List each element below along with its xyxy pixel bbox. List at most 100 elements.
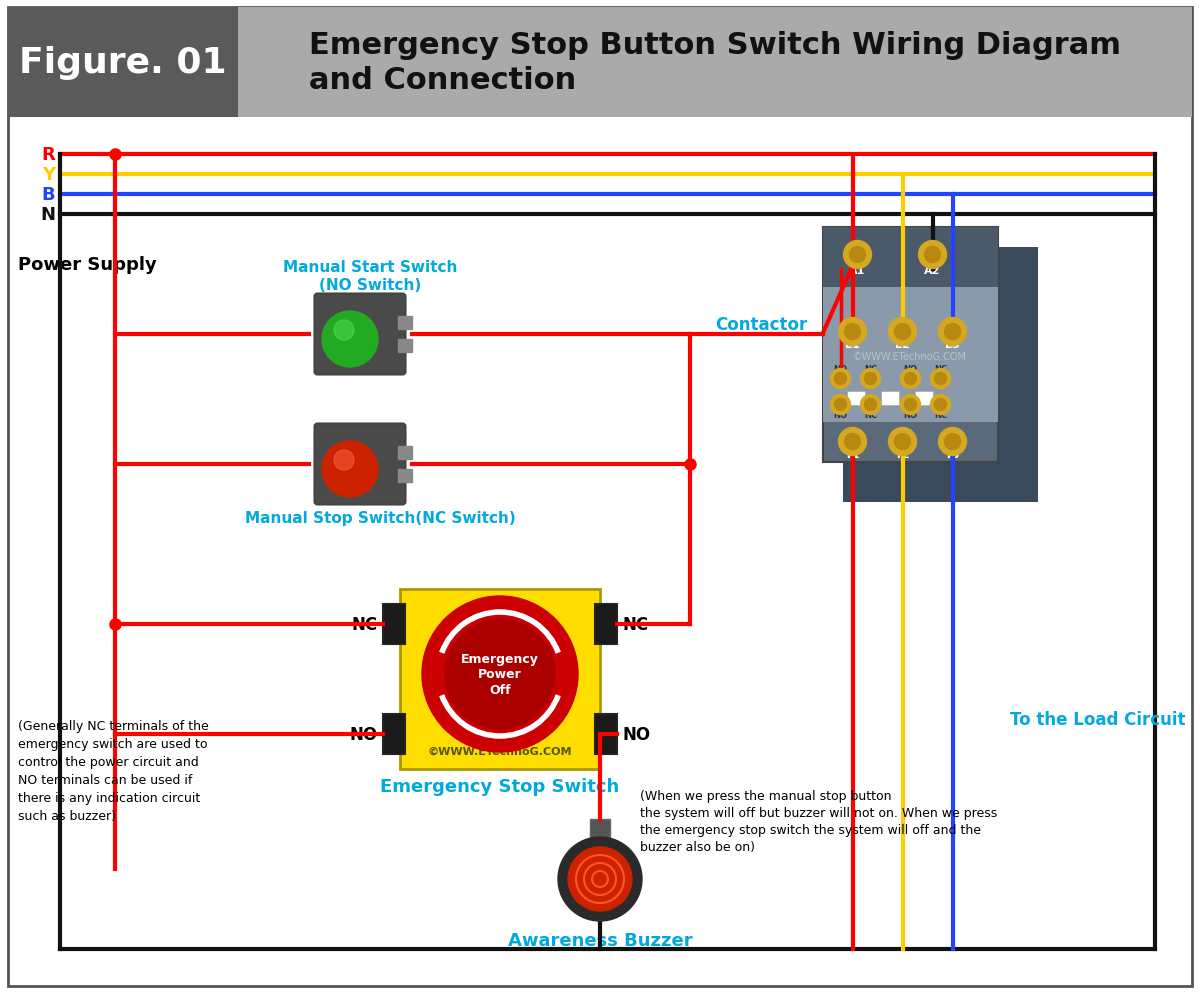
Circle shape — [918, 242, 947, 269]
Circle shape — [905, 373, 917, 385]
FancyBboxPatch shape — [914, 391, 932, 406]
FancyBboxPatch shape — [590, 819, 610, 837]
Circle shape — [905, 400, 917, 412]
Text: B: B — [41, 186, 55, 204]
Circle shape — [864, 400, 876, 412]
FancyBboxPatch shape — [822, 287, 997, 367]
Circle shape — [944, 434, 960, 450]
Circle shape — [844, 242, 871, 269]
Circle shape — [860, 369, 881, 389]
Circle shape — [558, 837, 642, 921]
FancyBboxPatch shape — [8, 8, 238, 118]
Circle shape — [938, 428, 966, 456]
Text: NO: NO — [834, 411, 847, 419]
Text: NC: NC — [622, 615, 648, 633]
FancyBboxPatch shape — [881, 391, 899, 406]
Circle shape — [830, 395, 851, 415]
FancyBboxPatch shape — [822, 367, 997, 422]
FancyBboxPatch shape — [314, 424, 406, 505]
Text: (Generally NC terminals of the
emergency switch are used to
control the power ci: (Generally NC terminals of the emergency… — [18, 720, 209, 822]
Circle shape — [334, 450, 354, 470]
FancyBboxPatch shape — [397, 317, 412, 330]
Text: Y: Y — [42, 166, 55, 184]
Circle shape — [845, 324, 860, 340]
Text: A1: A1 — [850, 265, 865, 275]
Text: NO: NO — [904, 411, 918, 419]
Circle shape — [860, 395, 881, 415]
FancyBboxPatch shape — [314, 294, 406, 375]
Text: NC: NC — [934, 365, 947, 374]
Text: Emergency Stop Switch: Emergency Stop Switch — [380, 777, 619, 795]
Text: L3: L3 — [946, 340, 960, 350]
Circle shape — [839, 428, 866, 456]
Circle shape — [900, 369, 920, 389]
FancyBboxPatch shape — [397, 340, 412, 353]
Text: NO: NO — [834, 365, 847, 374]
FancyBboxPatch shape — [842, 248, 1038, 502]
Circle shape — [944, 324, 960, 340]
Circle shape — [930, 369, 950, 389]
Text: NO: NO — [622, 726, 650, 744]
FancyBboxPatch shape — [8, 8, 1192, 986]
Text: L1: L1 — [845, 340, 860, 350]
FancyBboxPatch shape — [383, 715, 406, 754]
Text: NO: NO — [350, 726, 378, 744]
Text: L2: L2 — [895, 340, 910, 350]
Circle shape — [445, 619, 554, 730]
Text: T3: T3 — [944, 450, 960, 460]
Circle shape — [322, 312, 378, 368]
Text: T2: T2 — [895, 450, 911, 460]
Circle shape — [830, 369, 851, 389]
Text: To the Load Circuit: To the Load Circuit — [1010, 711, 1186, 729]
Circle shape — [935, 400, 947, 412]
Text: NC: NC — [864, 411, 877, 419]
Text: Power Supply: Power Supply — [18, 255, 157, 273]
Text: Emergency
Power
Off: Emergency Power Off — [461, 653, 539, 696]
Text: NC: NC — [352, 615, 378, 633]
FancyBboxPatch shape — [397, 446, 412, 459]
Text: ©WWW.ETechnoG.COM: ©WWW.ETechnoG.COM — [853, 352, 967, 362]
FancyBboxPatch shape — [397, 469, 412, 482]
FancyBboxPatch shape — [822, 228, 997, 287]
FancyBboxPatch shape — [238, 8, 1192, 118]
Circle shape — [422, 596, 578, 752]
Circle shape — [864, 373, 876, 385]
Text: T1: T1 — [845, 450, 860, 460]
Text: Figure. 01: Figure. 01 — [19, 46, 227, 80]
Text: A2: A2 — [924, 265, 941, 275]
Circle shape — [839, 318, 866, 346]
Text: NC: NC — [864, 365, 877, 374]
FancyBboxPatch shape — [846, 391, 864, 406]
Text: NO: NO — [904, 365, 918, 374]
FancyBboxPatch shape — [383, 604, 406, 644]
Circle shape — [894, 324, 911, 340]
Circle shape — [850, 248, 865, 263]
Circle shape — [888, 318, 917, 346]
Circle shape — [894, 434, 911, 450]
Circle shape — [938, 318, 966, 346]
Circle shape — [900, 395, 920, 415]
Circle shape — [334, 321, 354, 341]
Text: NC: NC — [934, 411, 947, 419]
Text: Awareness Buzzer: Awareness Buzzer — [508, 931, 692, 949]
Circle shape — [568, 847, 632, 911]
Circle shape — [924, 248, 941, 263]
Text: Manual Start Switch
(NO Switch): Manual Start Switch (NO Switch) — [283, 259, 457, 292]
Text: Emergency Stop Button Switch Wiring Diagram
and Connection: Emergency Stop Button Switch Wiring Diag… — [310, 31, 1121, 95]
Circle shape — [930, 395, 950, 415]
FancyBboxPatch shape — [595, 715, 617, 754]
Text: R: R — [41, 146, 55, 164]
Circle shape — [322, 441, 378, 498]
Circle shape — [935, 373, 947, 385]
FancyBboxPatch shape — [822, 228, 997, 462]
Circle shape — [834, 400, 846, 412]
Text: Contactor: Contactor — [715, 316, 808, 334]
Circle shape — [845, 434, 860, 450]
Text: (When we press the manual stop button
the system will off but buzzer will not on: (When we press the manual stop button th… — [640, 789, 997, 853]
Circle shape — [888, 428, 917, 456]
Text: ©WWW.ETechnoG.COM: ©WWW.ETechnoG.COM — [427, 746, 572, 756]
FancyBboxPatch shape — [595, 604, 617, 644]
Text: Manual Stop Switch(NC Switch): Manual Stop Switch(NC Switch) — [245, 510, 515, 525]
FancyBboxPatch shape — [400, 589, 600, 769]
Text: N: N — [40, 206, 55, 224]
